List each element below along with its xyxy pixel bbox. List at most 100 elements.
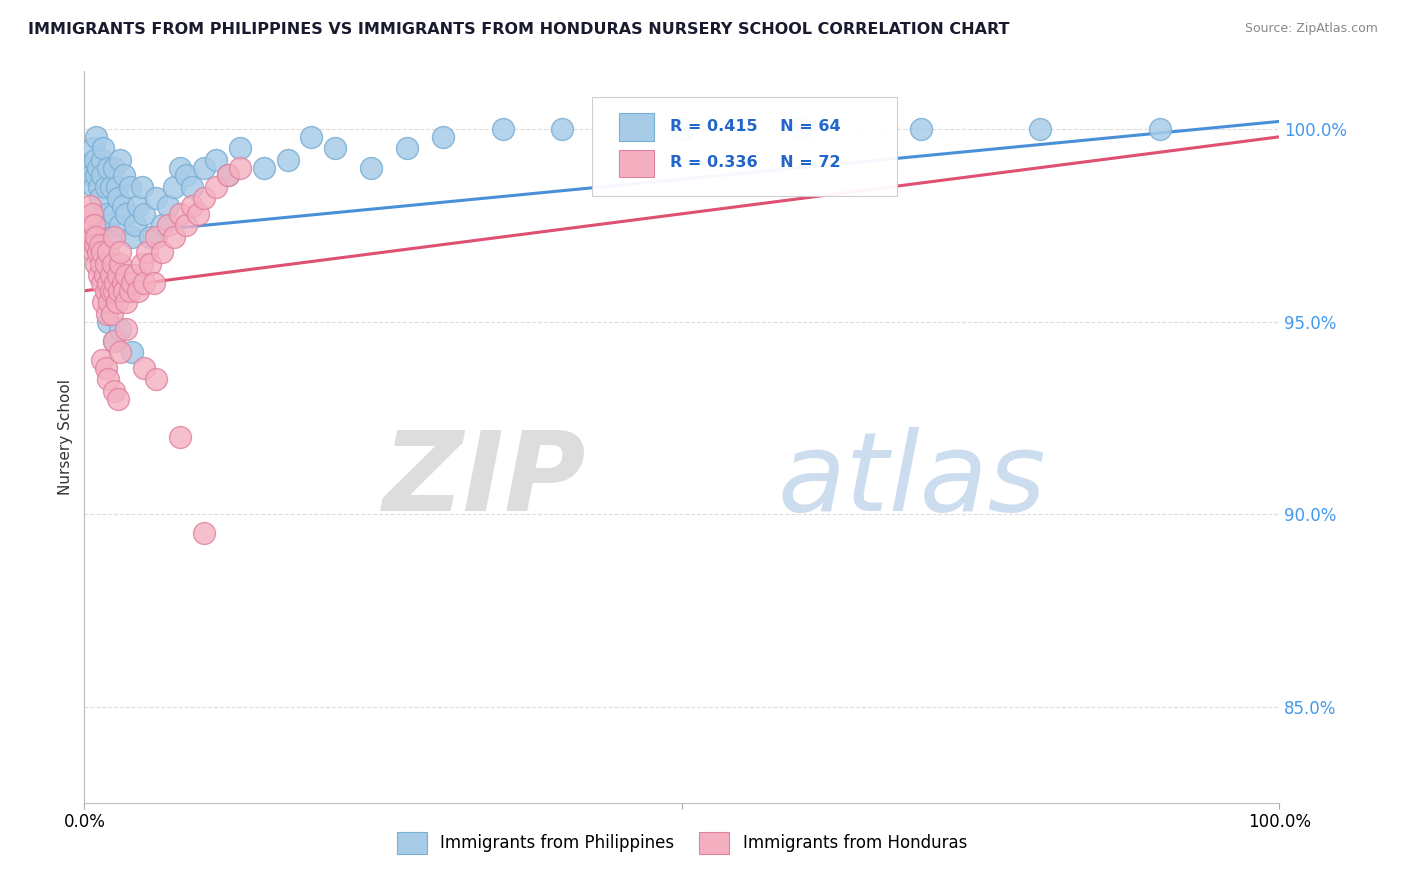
Text: IMMIGRANTS FROM PHILIPPINES VS IMMIGRANTS FROM HONDURAS NURSERY SCHOOL CORRELATI: IMMIGRANTS FROM PHILIPPINES VS IMMIGRANT…: [28, 22, 1010, 37]
Text: R = 0.336    N = 72: R = 0.336 N = 72: [671, 155, 841, 170]
Point: [86, 161, 108, 175]
Point: [87, 268, 110, 283]
Point: [97, 161, 120, 175]
Point: [105, 179, 128, 194]
Point: [229, 141, 252, 155]
Text: Source: ZipAtlas.com: Source: ZipAtlas.com: [1244, 22, 1378, 36]
Point: [104, 276, 127, 290]
Point: [115, 322, 138, 336]
Point: [93, 268, 115, 283]
Point: [97, 219, 120, 233]
Point: [174, 169, 197, 183]
Point: [127, 284, 149, 298]
Point: [101, 257, 124, 271]
Point: [142, 276, 165, 290]
Point: [100, 230, 122, 244]
Point: [89, 191, 111, 205]
Point: [84, 153, 107, 167]
Point: [131, 257, 153, 271]
Point: [150, 219, 173, 233]
Point: [110, 257, 132, 271]
Point: [910, 122, 932, 136]
Point: [118, 284, 141, 298]
Point: [91, 276, 114, 290]
Point: [360, 161, 382, 175]
Point: [157, 199, 180, 213]
Point: [86, 230, 108, 244]
Point: [301, 129, 323, 144]
Point: [217, 169, 239, 183]
Point: [83, 245, 105, 260]
Point: [115, 268, 138, 283]
Point: [205, 153, 228, 167]
Point: [181, 199, 204, 213]
Point: [108, 284, 131, 298]
Point: [94, 179, 117, 194]
Point: [97, 315, 120, 329]
Text: ZIP: ZIP: [382, 427, 586, 534]
Point: [121, 345, 143, 359]
Point: [181, 179, 204, 194]
Point: [110, 345, 132, 359]
Point: [103, 161, 125, 175]
Point: [150, 245, 173, 260]
Point: [103, 384, 125, 398]
Point: [157, 219, 180, 233]
Point: [118, 179, 141, 194]
Text: atlas: atlas: [778, 427, 1046, 534]
Point: [145, 191, 167, 205]
Point: [91, 169, 114, 183]
Point: [112, 284, 135, 298]
Point: [169, 161, 191, 175]
Point: [145, 230, 167, 244]
Y-axis label: Nursery School: Nursery School: [58, 379, 73, 495]
Point: [103, 334, 125, 348]
Point: [94, 284, 117, 298]
Point: [110, 322, 132, 336]
Point: [169, 430, 191, 444]
Point: [82, 230, 104, 244]
Bar: [619, 150, 654, 178]
Point: [139, 230, 162, 244]
Point: [139, 257, 162, 271]
Point: [163, 179, 186, 194]
Point: [93, 295, 115, 310]
Point: [432, 129, 454, 144]
Point: [187, 207, 209, 221]
Point: [83, 219, 105, 233]
Point: [103, 207, 125, 221]
Point: [124, 268, 146, 283]
Point: [115, 207, 138, 221]
Point: [325, 141, 347, 155]
Point: [107, 392, 129, 406]
Point: [97, 245, 120, 260]
Point: [103, 284, 125, 298]
Point: [169, 207, 191, 221]
Point: [83, 179, 105, 194]
Point: [1029, 122, 1052, 136]
Point: [86, 129, 108, 144]
Point: [82, 141, 104, 155]
Point: [193, 526, 215, 541]
Point: [107, 268, 129, 283]
Point: [229, 161, 252, 175]
Point: [145, 372, 167, 386]
Point: [163, 230, 186, 244]
Point: [131, 179, 153, 194]
Point: [77, 219, 100, 233]
Point: [86, 245, 108, 260]
Point: [124, 219, 146, 233]
Point: [193, 161, 215, 175]
Point: [111, 276, 134, 290]
Point: [132, 207, 156, 221]
Point: [90, 257, 112, 271]
Point: [107, 191, 129, 205]
Point: [80, 207, 103, 221]
Point: [100, 284, 122, 298]
Point: [193, 191, 215, 205]
Point: [551, 122, 574, 136]
Point: [91, 153, 114, 167]
Point: [100, 268, 122, 283]
Point: [217, 169, 239, 183]
Point: [253, 161, 276, 175]
